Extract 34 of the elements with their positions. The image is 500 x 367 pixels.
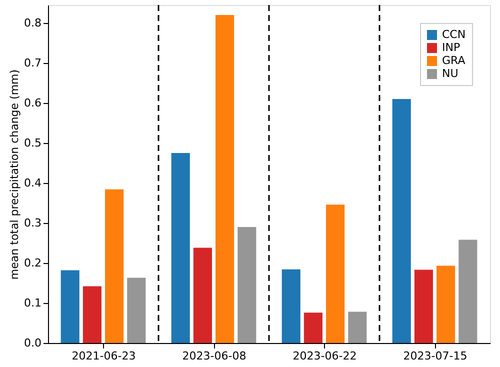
y-tick-label: 0.7 bbox=[24, 56, 42, 70]
bar bbox=[60, 270, 80, 343]
bar bbox=[171, 153, 190, 343]
bar bbox=[436, 266, 456, 343]
x-tick-label: 2023-06-08 bbox=[182, 350, 246, 362]
bar bbox=[238, 227, 256, 343]
y-tick-label: 0.6 bbox=[24, 96, 42, 110]
x-tick-label: 2023-07-15 bbox=[403, 350, 468, 362]
x-tick-label: 2023-06-22 bbox=[292, 350, 357, 362]
bar bbox=[458, 240, 478, 343]
bar bbox=[304, 312, 322, 343]
bar bbox=[216, 15, 234, 343]
y-tick-label: 0.3 bbox=[24, 216, 42, 230]
bar bbox=[348, 312, 367, 343]
bar bbox=[193, 248, 212, 343]
bar bbox=[82, 286, 102, 343]
x-tick-label: 2021-06-23 bbox=[72, 350, 136, 362]
y-tick-label: 0.2 bbox=[24, 256, 42, 270]
bar bbox=[414, 270, 433, 343]
legend-label: CCN bbox=[442, 28, 466, 41]
y-axis-title: mean total precipitation change (mm) bbox=[8, 69, 22, 280]
y-tick-label: 0.0 bbox=[24, 336, 42, 350]
y-tick-label: 0.4 bbox=[24, 176, 42, 190]
y-tick-label: 0.8 bbox=[24, 16, 42, 30]
y-tick-label: 0.1 bbox=[24, 296, 42, 310]
bar bbox=[282, 269, 300, 343]
legend-label: INP bbox=[442, 41, 460, 54]
legend-label: NU bbox=[442, 67, 458, 80]
y-tick-label: 0.5 bbox=[24, 136, 42, 150]
bar bbox=[392, 99, 411, 343]
legend-label: GRA bbox=[442, 54, 466, 67]
bar bbox=[127, 278, 146, 343]
bar bbox=[326, 204, 345, 343]
bar bbox=[105, 189, 124, 343]
